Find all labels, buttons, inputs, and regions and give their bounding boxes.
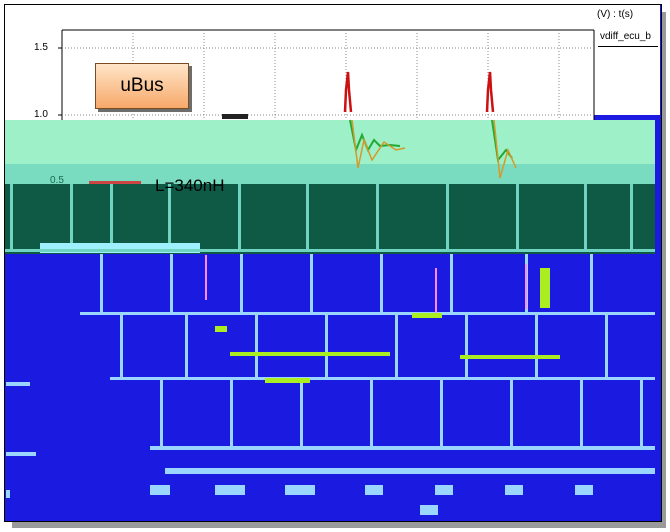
blue-vline-18 [230, 380, 233, 446]
blue-vline-22 [510, 380, 513, 446]
blue-vline-6 [450, 254, 453, 314]
blue-block-10 [6, 452, 36, 456]
blue-vline-17 [160, 380, 163, 446]
blue-region-lines [6, 254, 655, 515]
blue-vline-15 [535, 315, 538, 377]
teal-stripe-4 [168, 184, 171, 250]
blue-block-11 [6, 490, 10, 498]
blue-vline-11 [255, 315, 258, 377]
inductance-annotation: L=340nH [155, 176, 225, 195]
blue-vline-4 [310, 254, 313, 314]
mint-band [5, 120, 655, 164]
blue-block-9 [6, 382, 30, 386]
red-marker [89, 181, 141, 185]
blue-trace-6 [540, 268, 550, 308]
trace-orange-ring-1 [351, 119, 406, 169]
trace-cluster [222, 114, 248, 119]
blue-block-7 [575, 485, 593, 495]
blue-spike-3 [525, 264, 527, 309]
teal-stripe-5 [238, 184, 241, 250]
blue-vline-12 [325, 315, 328, 377]
blue-vline-14 [465, 315, 468, 377]
teal-stripe-10 [584, 184, 587, 250]
teal-stripe-2 [70, 184, 73, 250]
trace-spike-1 [343, 71, 353, 113]
teal-stripe-8 [446, 184, 449, 250]
blue-trace-4 [412, 313, 442, 318]
trace-spike-2 [485, 71, 495, 113]
teal-stripe-3 [110, 184, 113, 250]
teal-stripe-9 [516, 184, 519, 250]
header-strip [5, 5, 594, 30]
blue-region-spikes [205, 255, 527, 313]
blue-hline-2 [110, 377, 655, 380]
units-label: (V) : t(s) [597, 9, 634, 20]
blue-trace-1 [230, 352, 390, 356]
blue-trace-3 [215, 326, 227, 332]
blue-vline-8 [590, 254, 593, 314]
blue-vline-2 [170, 254, 173, 314]
blue-trace-5 [265, 378, 310, 383]
teal-band [5, 184, 655, 254]
blue-block-1 [150, 485, 170, 495]
blue-block-3 [285, 485, 315, 495]
blue-vline-1 [100, 254, 103, 314]
legend-area [594, 5, 660, 115]
blue-vline-24 [640, 380, 643, 446]
blue-vline-10 [185, 315, 188, 377]
legend-rule [598, 46, 658, 47]
teal-stripe-6 [306, 184, 309, 250]
teal-stripe-11 [630, 184, 633, 250]
blue-vline-19 [300, 380, 303, 446]
blue-hline-3 [150, 446, 655, 450]
blue-vline-21 [440, 380, 443, 446]
blue-hline-1 [80, 312, 655, 315]
left-margin [5, 30, 62, 120]
blue-spike-2 [435, 268, 437, 313]
teal-stripe-1 [10, 184, 13, 250]
blue-vline-20 [370, 380, 373, 446]
trace-orange-ring-2 [493, 119, 517, 179]
ytick-label-1-5: 1.5 [34, 42, 48, 53]
teal-band-bottom-strip [40, 243, 200, 253]
blue-vline-3 [240, 254, 243, 314]
blue-hline-4 [165, 468, 655, 474]
ytick-label-1-0: 1.0 [34, 109, 48, 120]
teal-band-stripes [10, 184, 633, 250]
blue-block-6 [505, 485, 523, 495]
blue-vline-9 [120, 315, 123, 377]
blue-vline-5 [380, 254, 383, 314]
blue-vline-13 [395, 315, 398, 377]
blue-vline-23 [580, 380, 583, 446]
blue-block-8 [420, 505, 438, 515]
blue-region-traces [215, 268, 560, 383]
teal-stripe-7 [376, 184, 379, 250]
blue-spike-1 [205, 255, 207, 300]
blue-block-2 [215, 485, 245, 495]
teal-band-baseline [5, 249, 655, 252]
blue-block-5 [435, 485, 453, 495]
blue-trace-2 [460, 355, 560, 359]
ubus-annotation: uBus [95, 63, 189, 109]
blue-block-4 [365, 485, 383, 495]
legend-entry-vdiff: vdiff_ecu_b [600, 31, 651, 42]
mint-band-lower [5, 164, 655, 184]
ytick-label-0-5: 0.5 [50, 175, 64, 186]
blue-vline-16 [605, 315, 608, 377]
